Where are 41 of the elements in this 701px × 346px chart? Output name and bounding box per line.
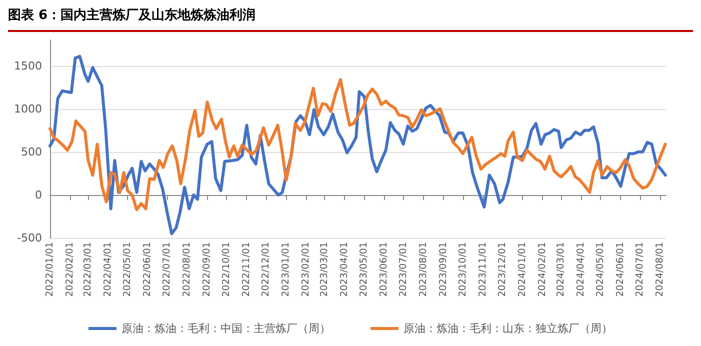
x-tick-label: 2023/08/01: [418, 242, 429, 297]
x-tick-label: 2024/06/01: [615, 242, 626, 297]
x-tick-label: 2023/02/01: [300, 242, 312, 297]
x-tick-label: 2022/05/01: [122, 242, 134, 297]
x-tick-label: 2024/04/01: [576, 242, 587, 297]
x-tick-label: 2022/07/01: [162, 242, 173, 297]
legend-label: 原油：炼油：毛利：中国：主营炼厂（周）: [122, 322, 330, 335]
x-tick-label: 2022/11/01: [241, 242, 252, 297]
x-tick-label: 2022/08/01: [182, 242, 193, 297]
x-tick-label: 2023/07/01: [398, 242, 409, 297]
x-tick-label: 2024/07/01: [634, 242, 646, 297]
x-tick-label: 2024/01/01: [516, 242, 528, 297]
x-tick-label: 2022/12/01: [260, 242, 272, 297]
x-tick-label: 2022/01/01: [44, 242, 56, 297]
x-tick-label: 2023/10/01: [457, 242, 468, 297]
x-tick-label: 2023/04/01: [338, 242, 350, 297]
line-series: [48, 78, 667, 212]
x-tick-label: 2022/03/01: [82, 242, 94, 297]
y-tick-label: -500: [17, 232, 42, 244]
x-tick-label: 2023/11/01: [477, 242, 488, 297]
x-tick-label: 2024/08/01: [654, 242, 666, 297]
x-tick-label: 2022/09/01: [202, 242, 213, 297]
x-tick-label: 2022/04/01: [102, 242, 114, 297]
x-tick-label: 2022/06/01: [142, 242, 154, 297]
x-tick-label: 2022/02/01: [64, 242, 76, 297]
x-tick-label: 2023/01/01: [280, 242, 292, 297]
x-tick-label: 2023/09/01: [438, 242, 449, 297]
x-tick-label: 2023/03/01: [318, 242, 330, 297]
x-tick-label: 2024/03/01: [556, 242, 567, 297]
x-tick-label: 2024/05/01: [595, 242, 606, 297]
y-tick-label: 500: [21, 145, 42, 158]
x-tick-label: 2023/12/01: [496, 242, 508, 297]
x-tick-label: 2024/02/01: [536, 242, 548, 297]
x-tick-label: 2023/06/01: [378, 242, 390, 297]
y-tick-label: 1500: [14, 59, 42, 72]
x-tick-label: 2023/05/01: [358, 242, 370, 297]
y-tick-label: 0: [35, 188, 42, 202]
legend-label: 原油：炼油：毛利：山东：独立炼厂（周）: [404, 322, 612, 335]
y-tick-label: 1000: [14, 102, 42, 116]
x-tick-label: 2022/10/01: [221, 242, 232, 297]
chart-title: 图表 6：国内主营炼厂及山东地炼炼油利润: [8, 6, 693, 32]
